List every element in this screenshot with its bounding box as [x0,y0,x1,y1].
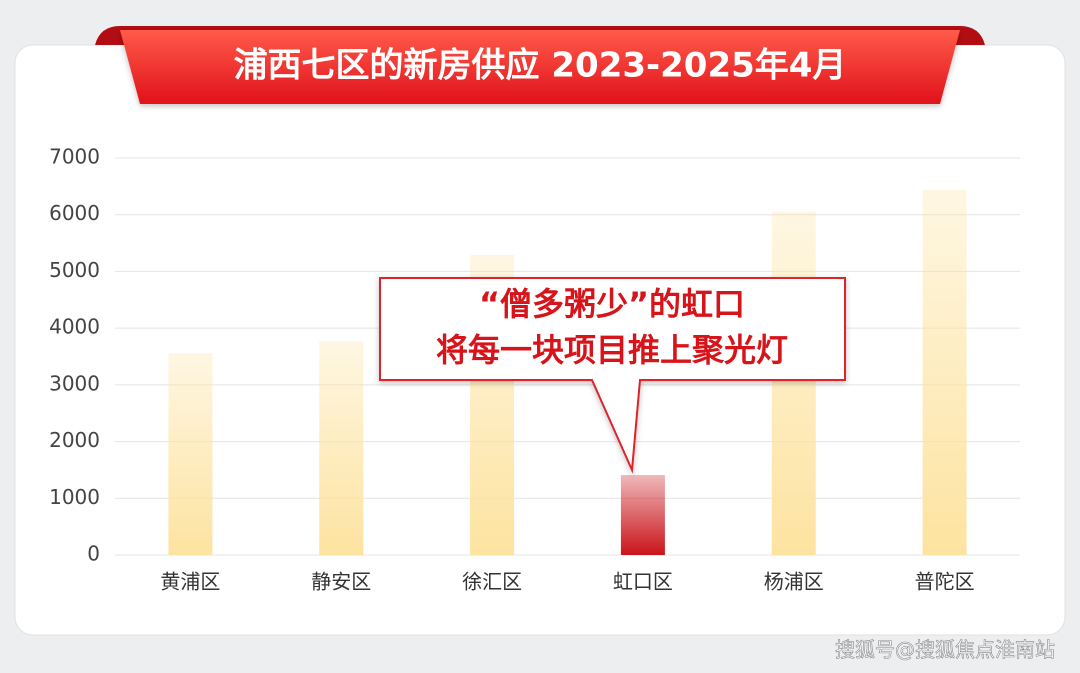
annotation-box [379,277,846,474]
title-banner [120,30,960,104]
bar [319,341,364,555]
annotation: “僧多粥少”的虹口 将每一块项目推上聚光灯 [379,277,846,474]
bar [620,475,665,555]
x-tick-label: 徐汇区 [462,570,522,594]
y-tick-label: 6000 [49,201,100,225]
bar [771,211,816,555]
watermark: 搜狐号@搜狐焦点淮南站 [835,638,1055,662]
y-tick-label: 0 [87,542,100,566]
annotation-line: “僧多粥少”的虹口 [479,285,745,323]
x-tick-label: 静安区 [311,570,371,594]
annotation-line: 将每一块项目推上聚光灯 [436,331,788,369]
x-tick-label: 杨浦区 [764,570,824,594]
y-tick-label: 5000 [49,258,100,282]
y-tick-label: 1000 [49,485,100,509]
bar [922,189,967,555]
x-tick-label: 普陀区 [915,570,975,594]
y-tick-label: 4000 [49,315,100,339]
y-tick-label: 3000 [49,371,100,395]
y-tick-label: 2000 [49,428,100,452]
y-tick-label: 7000 [49,145,100,169]
chart-title: 浦西七区的新房供应 2023-2025年4月 [234,46,847,86]
bar [168,353,213,555]
x-tick-label: 黄浦区 [160,570,220,594]
x-tick-label: 虹口区 [613,570,673,594]
